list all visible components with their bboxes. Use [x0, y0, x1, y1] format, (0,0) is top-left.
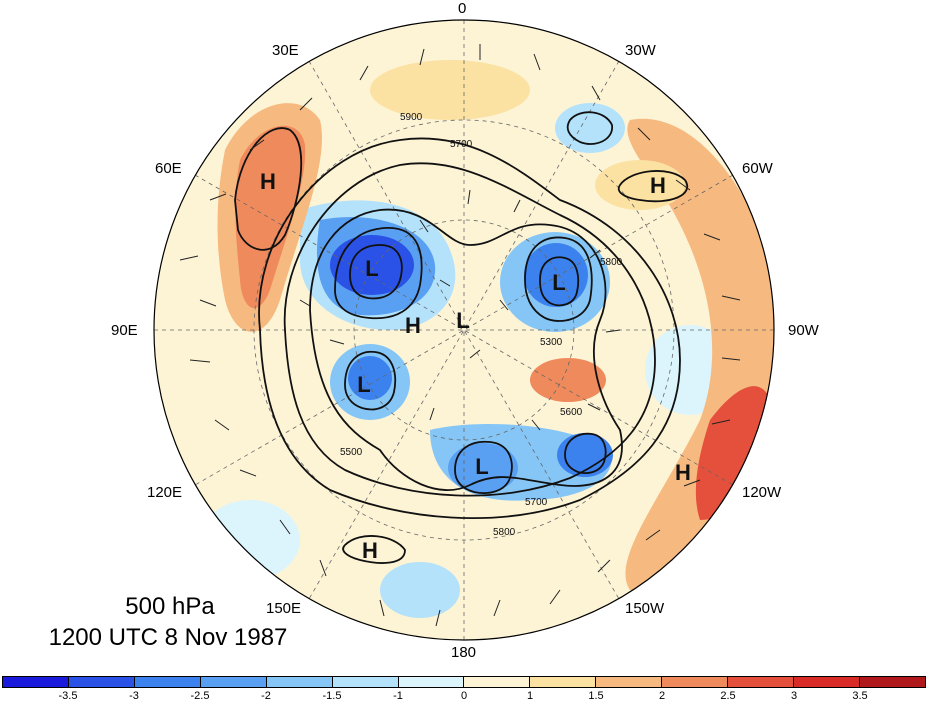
map-border [153, 19, 775, 641]
height-contours [234, 111, 688, 564]
contour-labels: 5900 5700 5300 5800 5700 5800 5500 5600 [340, 112, 623, 538]
high-center-marker: H [650, 173, 666, 198]
colorbar-tick-label: -2.5 [190, 690, 210, 702]
negative-anomaly-region [200, 500, 300, 580]
high-center-marker: H [260, 169, 276, 194]
longitude-label-90e: 90E [111, 322, 138, 339]
longitude-label-90w: 90W [788, 322, 819, 339]
negative-anomaly-core [524, 243, 588, 307]
positive-anomaly-region [530, 358, 606, 402]
negative-anomaly-core [557, 433, 613, 477]
pressure-level-caption: 500 hPa [125, 593, 215, 620]
contour-label: 5900 [400, 112, 423, 123]
contour-label: 5700 [450, 139, 473, 150]
colorbar-tick-label: 2.5 [720, 690, 736, 702]
colorbar-segment [859, 677, 925, 687]
colorbar-tick-label: -1.5 [322, 690, 342, 702]
longitude-label-0: 0 [458, 0, 467, 17]
colorbar-segment [662, 677, 729, 687]
contour-label: 5800 [600, 257, 623, 268]
contour-label: 5700 [525, 497, 548, 508]
longitude-label-120w: 120W [742, 484, 782, 501]
colorbar-segment [3, 677, 69, 687]
colorbar-segment [596, 677, 663, 687]
colorbar-segment [332, 677, 399, 687]
contour-label: 5800 [493, 527, 516, 538]
negative-anomaly-core [348, 356, 392, 400]
longitude-label-150w: 150W [625, 600, 665, 617]
negative-anomaly-region [555, 103, 625, 153]
colorbar-segment [266, 677, 333, 687]
low-center-marker: L [365, 256, 378, 281]
positive-anomaly-region [695, 386, 774, 520]
negative-anomaly-core [448, 443, 518, 493]
high-center-marker: H [675, 460, 691, 485]
colorbar-tick-label: 3.5 [852, 690, 868, 702]
longitude-label-30e: 30E [272, 42, 299, 59]
longitude-label-120e: 120E [147, 484, 183, 501]
longitude-label-180: 180 [451, 644, 477, 661]
low-center-marker: L [456, 308, 469, 333]
contour-label: 5600 [560, 407, 583, 418]
colorbar-tick-label: -3 [129, 690, 139, 702]
high-center-marker: H [405, 313, 421, 338]
negative-anomaly-region [380, 562, 460, 618]
positive-anomaly-region [370, 60, 530, 120]
colorbar-segment [68, 677, 135, 687]
colorbar-segment [728, 677, 795, 687]
colorbar-segment [200, 677, 267, 687]
colorbar-segment [134, 677, 201, 687]
positive-anomaly-region [595, 160, 685, 210]
positive-anomaly-region [235, 125, 306, 309]
colorbar-tick-label: 3 [790, 690, 798, 702]
pressure-centers: H H H H H L L L L L [260, 169, 691, 563]
wind-barbs [179, 44, 741, 627]
low-center-marker: L [357, 372, 370, 397]
colorbar-tick-label: -2 [261, 690, 271, 702]
colorbar-segment [464, 677, 531, 687]
longitude-label-30w: 30W [625, 42, 656, 59]
contour-label: 5300 [540, 337, 563, 348]
colorbar-tick-label: 1.5 [588, 690, 604, 702]
colorbar-tick-label: -1 [393, 690, 403, 702]
high-center-marker: H [362, 538, 378, 563]
colorbar-tick-label: 1 [526, 690, 534, 702]
low-center-marker: L [475, 454, 488, 479]
graticule [154, 20, 774, 640]
colorbar-tick-label: -3.5 [58, 690, 78, 702]
longitude-label-150e: 150E [266, 600, 302, 617]
low-center-marker: L [552, 270, 565, 295]
colorbar-tick-label: 2 [658, 690, 666, 702]
contour-label: 5500 [340, 447, 363, 458]
valid-time-caption: 1200 UTC 8 Nov 1987 [48, 624, 288, 651]
longitude-label-60e: 60E [155, 160, 182, 177]
colorbar [2, 676, 926, 688]
longitude-label-60w: 60W [742, 160, 773, 177]
colorbar-segment [794, 677, 860, 687]
colorbar-segment [398, 677, 465, 687]
colorbar-tick-label: 0 [460, 690, 468, 702]
colorbar-segment [530, 677, 597, 687]
